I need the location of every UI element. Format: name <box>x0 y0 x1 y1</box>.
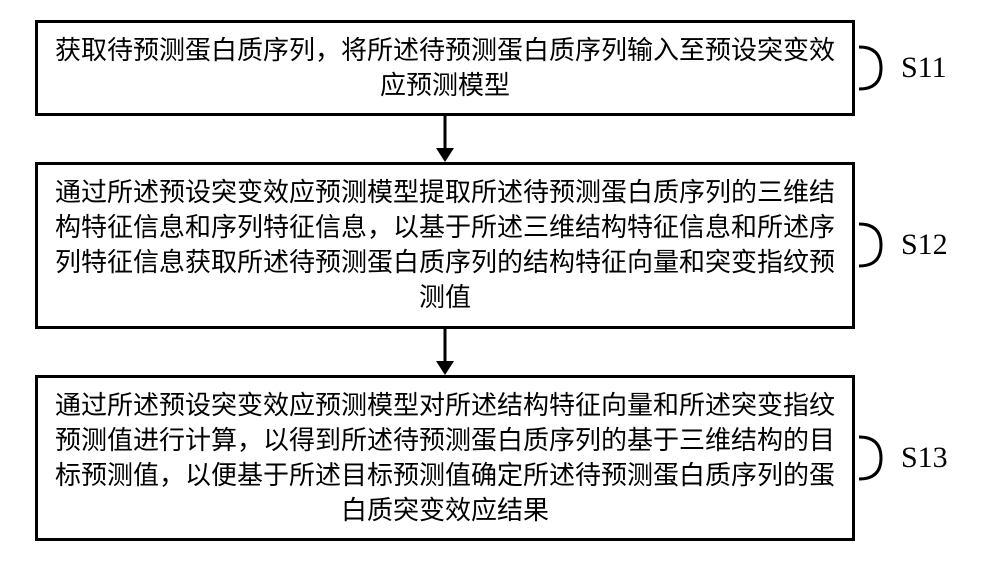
step-text-1: 获取待预测蛋白质序列，将所述待预测蛋白质序列输入至预设突变效应预测模型 <box>55 36 835 100</box>
step-row-1: 获取待预测蛋白质序列，将所述待预测蛋白质序列输入至预设突变效应预测模型 S11 <box>35 20 965 116</box>
step-label-3: S13 <box>901 441 948 475</box>
arrow-down-icon <box>431 116 459 162</box>
step-label-wrap-3: S13 <box>859 429 948 487</box>
curve-connector-icon <box>859 39 901 97</box>
step-box-1: 获取待预测蛋白质序列，将所述待预测蛋白质序列输入至预设突变效应预测模型 <box>35 20 855 116</box>
curve-connector-icon <box>859 216 901 274</box>
step-label-2: S12 <box>901 228 948 262</box>
step-box-3: 通过所述预设突变效应预测模型对所述结构特征向量和所述突变指纹预测值进行计算，以得… <box>35 375 855 541</box>
arrow-down-icon <box>431 329 459 375</box>
step-box-2: 通过所述预设突变效应预测模型提取所述待预测蛋白质序列的三维结构特征信息和序列特征… <box>35 162 855 328</box>
curve-connector-icon <box>859 429 901 487</box>
step-row-3: 通过所述预设突变效应预测模型对所述结构特征向量和所述突变指纹预测值进行计算，以得… <box>35 375 965 541</box>
step-text-3: 通过所述预设突变效应预测模型对所述结构特征向量和所述突变指纹预测值进行计算，以得… <box>55 391 835 525</box>
step-label-1: S11 <box>901 51 947 85</box>
step-label-wrap-2: S12 <box>859 216 948 274</box>
flowchart: 获取待预测蛋白质序列，将所述待预测蛋白质序列输入至预设突变效应预测模型 S11 … <box>35 20 965 541</box>
step-row-2: 通过所述预设突变效应预测模型提取所述待预测蛋白质序列的三维结构特征信息和序列特征… <box>35 162 965 328</box>
step-text-2: 通过所述预设突变效应预测模型提取所述待预测蛋白质序列的三维结构特征信息和序列特征… <box>55 178 835 312</box>
step-label-wrap-1: S11 <box>859 39 947 97</box>
